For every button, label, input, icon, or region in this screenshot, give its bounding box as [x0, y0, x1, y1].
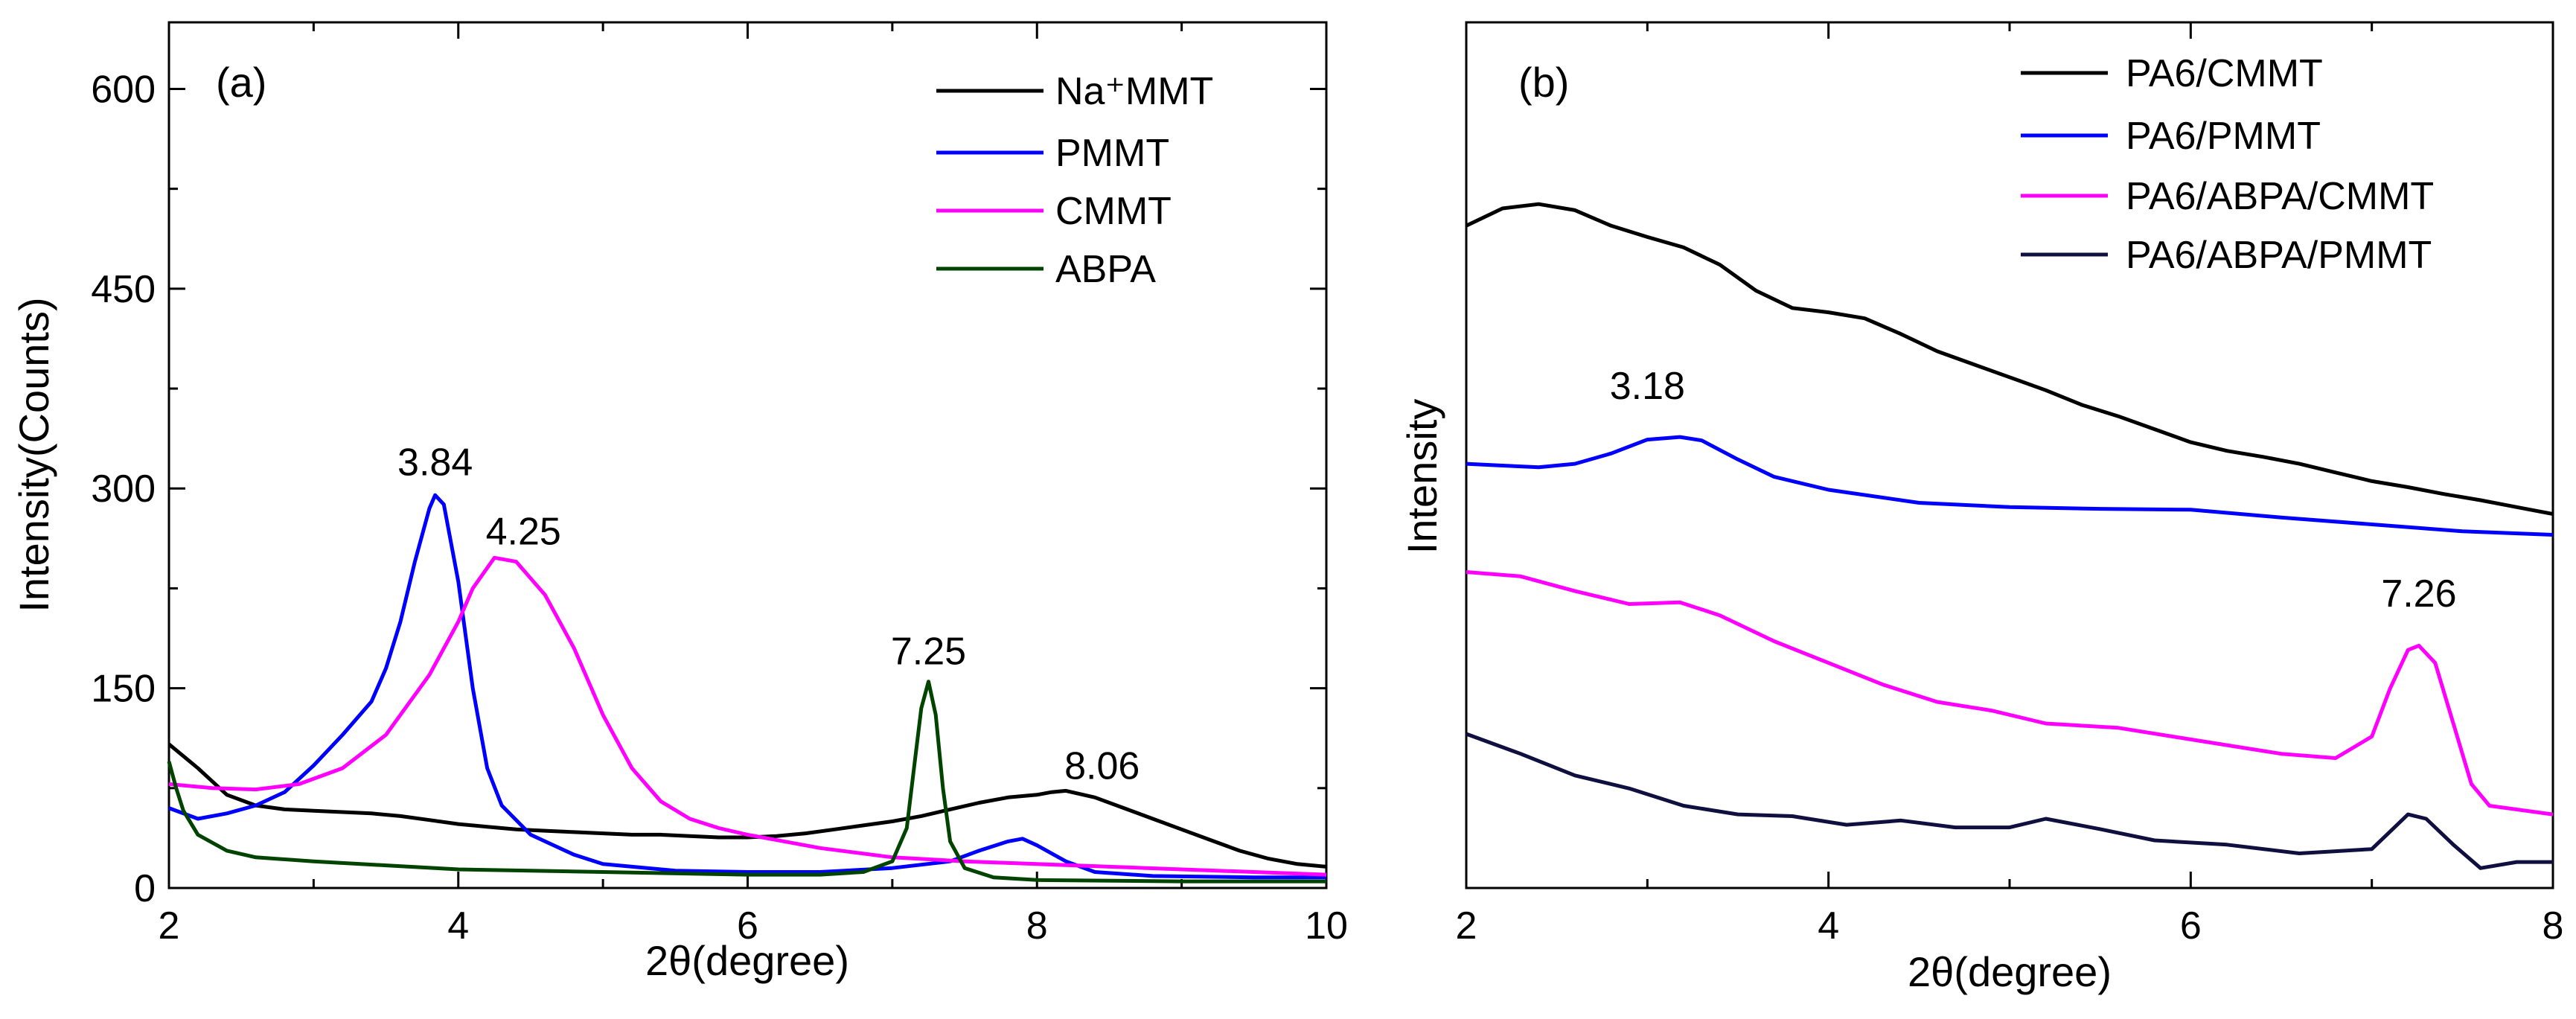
legend-label-pa6-abpa-cmmt: PA6/ABPA/CMMT [2126, 175, 2434, 218]
panel-b-x-tick-label: 6 [2180, 904, 2202, 948]
panel-b-annotations: 3.18 7.26 [1610, 365, 2457, 616]
panel-b-ticks: 2 4 6 8 [1456, 22, 2564, 948]
panel-b-legend: PA6/CMMT PA6/PMMT PA6/ABPA/CMMT PA6/ABPA… [2021, 52, 2434, 277]
panel-a-y-axis-title: Intensity(Counts) [10, 297, 57, 612]
legend-label-abpa: ABPA [1055, 248, 1156, 291]
panel-b-label: (b) [1518, 59, 1569, 106]
series-line-abpa [167, 680, 1326, 884]
peak-annotation: 3.18 [1610, 365, 1685, 408]
series-line-pa6-cmmt [1465, 202, 2554, 517]
panel-a-label: (a) [216, 59, 266, 106]
series-line-pmmt [168, 493, 1326, 880]
panel-a-plot-area [167, 493, 1327, 884]
panel-a-y-tick-label: 150 [91, 668, 156, 711]
peak-annotation: 4.25 [486, 510, 561, 553]
peak-annotation: 3.84 [397, 441, 473, 484]
panel-b-frame [1465, 21, 2554, 889]
series-line-pa6-abpa-cmmt [1466, 570, 2554, 817]
panel-b-plot-area [1465, 202, 2554, 870]
legend-label-cmmt: CMMT [1055, 190, 1172, 233]
panel-b-x-tick-label: 2 [1456, 904, 1477, 948]
panel-a-annotations: 3.84 4.25 7.25 8.06 [397, 441, 1140, 788]
panel-b-x-tick-label: 4 [1818, 904, 1839, 948]
series-line-pa6-abpa-pmmt [1466, 732, 2553, 870]
panel-a-ticks: 2 4 6 8 10 0 150 300 450 600 [91, 22, 1348, 948]
panel-a-x-tick-label: 8 [1026, 904, 1048, 948]
series-line-pa6-pmmt [1466, 435, 2554, 537]
peak-annotation: 8.06 [1064, 744, 1140, 788]
series-line-nammt [167, 742, 1327, 869]
legend-label-pa6-cmmt: PA6/CMMT [2126, 52, 2323, 95]
legend-label-pa6-abpa-pmmt: PA6/ABPA/PMMT [2126, 234, 2432, 277]
peak-annotation: 7.26 [2381, 572, 2456, 616]
panel-a-legend: Na⁺MMT PMMT CMMT ABPA [936, 70, 1213, 291]
series-line-cmmt [168, 555, 1327, 877]
panel-a-y-tick-label: 300 [91, 467, 156, 511]
panel-b: (b) 2θ(degree) Intensity 2 4 6 8 3.18 7.26 P… [1399, 21, 2564, 995]
panel-a-y-tick-label: 450 [91, 268, 156, 311]
panel-a-y-tick-label: 0 [134, 867, 156, 910]
panel-a-x-tick-label: 6 [737, 904, 758, 948]
peak-annotation: 7.25 [891, 630, 966, 673]
panel-a-y-tick-label: 600 [91, 68, 156, 111]
panel-b-y-axis-title: Intensity [1399, 399, 1445, 555]
panel-a-x-axis-title: 2θ(degree) [645, 937, 849, 984]
panel-a: (a) 2θ(degree) Intensity(Counts) 2 4 6 8 10 0… [10, 21, 1348, 984]
panel-a-x-tick-label: 10 [1305, 904, 1348, 948]
panel-a-x-tick-label: 4 [447, 904, 469, 948]
legend-label-pmmt: PMMT [1055, 132, 1169, 175]
panel-b-x-axis-title: 2θ(degree) [1908, 948, 2112, 995]
legend-label-pa6-pmmt: PA6/PMMT [2126, 115, 2321, 158]
legend-label-na-mmt: Na⁺MMT [1055, 70, 1213, 113]
panel-b-x-tick-label: 8 [2543, 904, 2564, 948]
panel-a-x-tick-label: 2 [159, 904, 180, 948]
